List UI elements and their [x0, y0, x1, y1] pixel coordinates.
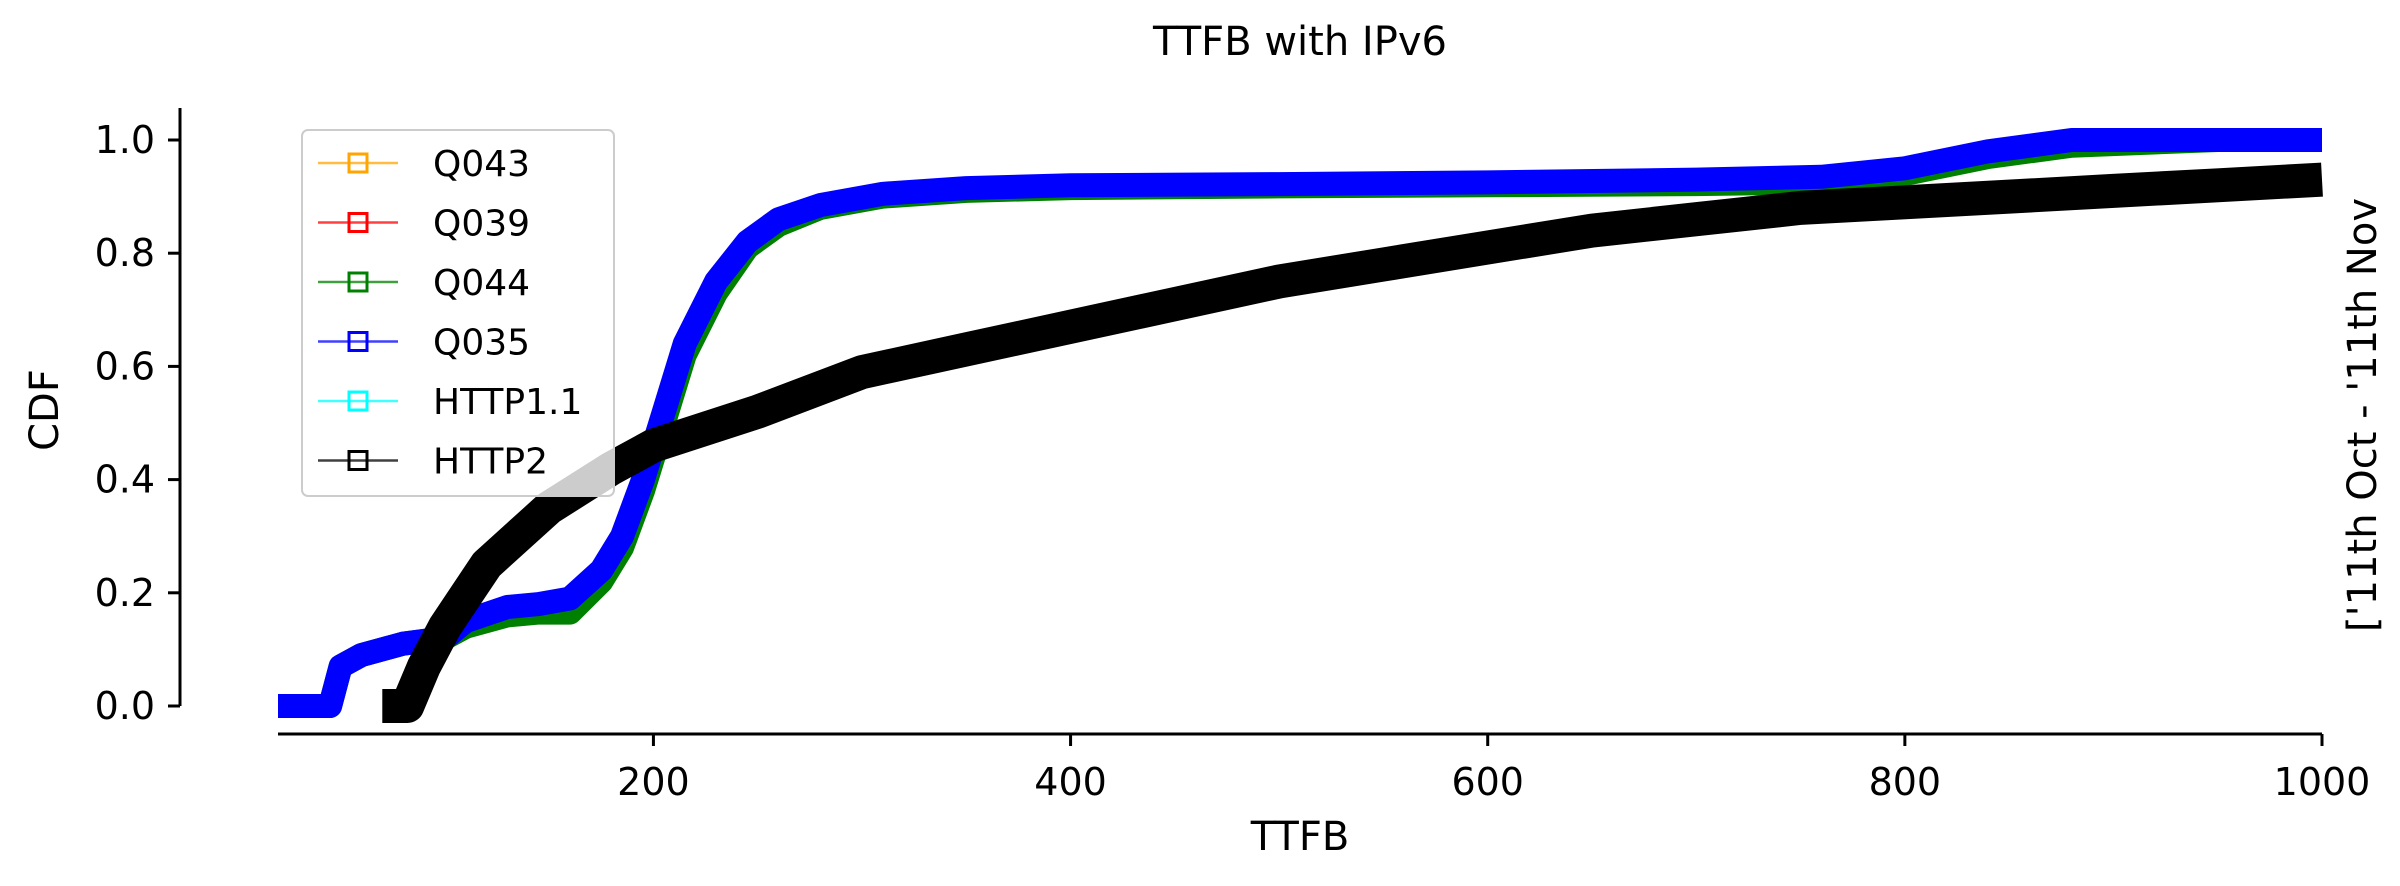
x-axis-ticks: 200 400 600 800 1000 — [617, 734, 2370, 804]
legend-marker-q043 — [347, 152, 369, 174]
chart-title: TTFB with IPv6 — [1152, 19, 1447, 65]
x-tick-label: 1000 — [2274, 760, 2371, 804]
legend-marker-q039 — [347, 212, 369, 233]
legend-label-http1-1: HTTP1.1 — [433, 382, 582, 423]
legend-marker-q044 — [347, 271, 369, 293]
series-line-http2 — [382, 162, 2323, 723]
x-tick-label: 600 — [1451, 760, 1524, 804]
legend-label-q035: Q035 — [433, 323, 530, 364]
y-tick-label: 0.2 — [95, 571, 155, 615]
y-axis-ticks: 0.0 0.2 0.4 0.6 0.8 1.0 — [95, 118, 180, 728]
legend: Q043 Q039 Q044 Q035 HTTP1.1 HTTP2 — [301, 129, 615, 497]
y-tick-label: 1.0 — [95, 118, 155, 162]
y-axis-label: CDF — [22, 369, 68, 451]
x-tick-label: 400 — [1034, 760, 1107, 804]
legend-label-q043: Q043 — [433, 144, 530, 185]
legend-label-q044: Q044 — [433, 263, 530, 304]
y-tick-label: 0.8 — [95, 231, 155, 275]
legend-marker-q035 — [347, 331, 369, 352]
y-tick-label: 0.6 — [95, 344, 155, 388]
x-tick-label: 800 — [1869, 760, 1942, 804]
x-tick-label: 200 — [617, 760, 690, 804]
x-axis-label: TTFB — [1250, 814, 1350, 860]
legend-label-q039: Q039 — [433, 204, 530, 245]
side-label: ['11th Oct - '11th Nov — [2340, 198, 2386, 632]
y-tick-label: 0.0 — [95, 684, 155, 728]
y-tick-label: 0.4 — [95, 458, 155, 502]
legend-marker-http1-1 — [347, 390, 369, 412]
legend-marker-http2 — [347, 450, 369, 471]
plot-area — [278, 128, 2323, 723]
legend-label-http2: HTTP2 — [433, 442, 548, 483]
